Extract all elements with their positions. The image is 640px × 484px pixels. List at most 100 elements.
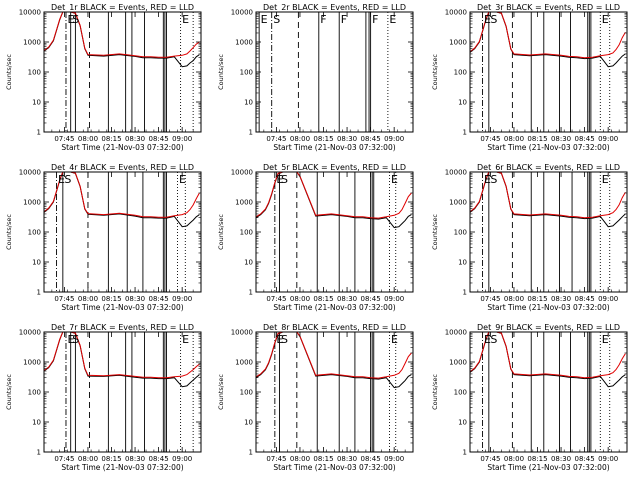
y-tick-label: 1	[463, 449, 467, 457]
panel-1: Det_1r BLACK = Events, RED = LLD Counts/s…	[5, 3, 202, 152]
x-axis-label: Start Time (21-Nov-03 07:32:00)	[487, 143, 609, 152]
x-tick-label: 09:00	[598, 455, 618, 463]
y-axis-label: Counts/sec	[5, 374, 13, 410]
panel-3: Det_3r BLACK = Events, RED = LLD Counts/s…	[431, 3, 628, 152]
y-tick-label: 100	[28, 229, 41, 237]
x-axis-label: Start Time (21-Nov-03 07:32:00)	[61, 143, 183, 152]
x-tick-label: 08:15	[527, 295, 547, 303]
panel-4: Det_4r BLACK = Events, RED = LLD Counts/s…	[5, 163, 202, 312]
series-line-lld	[470, 172, 626, 219]
x-tick-label: 09:00	[172, 455, 192, 463]
x-axis-label: Start Time (21-Nov-03 07:32:00)	[273, 463, 395, 472]
event-label: S	[273, 13, 280, 26]
plot-area	[44, 332, 200, 452]
event-label: E	[484, 333, 491, 346]
series-line-lld	[44, 172, 200, 218]
event-label: S	[490, 333, 497, 346]
panel-title: Det_7r BLACK = Events, RED = LLD	[51, 323, 194, 332]
x-tick-label: 08:00	[290, 135, 310, 143]
x-tick-label: 08:00	[504, 135, 524, 143]
event-label: E	[182, 333, 189, 346]
panel-title: Det_5r BLACK = Events, RED = LLD	[263, 163, 406, 172]
event-label: S	[490, 13, 497, 26]
x-axis-label: Start Time (21-Nov-03 07:32:00)	[61, 303, 183, 312]
x-tick-label: 07:45	[266, 455, 286, 463]
x-tick-label: 07:45	[480, 135, 500, 143]
y-tick-label: 10000	[445, 9, 467, 17]
panel-title: Det_2r BLACK = Events, RED = LLD	[263, 3, 406, 12]
x-tick-label: 08:45	[149, 135, 169, 143]
event-label: F	[372, 13, 378, 26]
plot-area	[470, 12, 626, 132]
y-tick-label: 1000	[235, 359, 253, 367]
panel-title: Det_1r BLACK = Events, RED = LLD	[51, 3, 194, 12]
panel-8: Det_8r BLACK = Events, RED = LLD Counts/s…	[217, 323, 414, 472]
panel-2: Det_2r BLACK = Events, RED = LLD Counts/s…	[217, 3, 414, 152]
y-tick-label: 10000	[19, 329, 41, 337]
y-tick-label: 100	[28, 69, 41, 77]
y-tick-label: 10000	[231, 9, 253, 17]
x-tick-label: 08:45	[149, 295, 169, 303]
y-tick-label: 1	[249, 289, 253, 297]
x-tick-label: 08:45	[575, 455, 595, 463]
event-label: E	[484, 173, 491, 186]
x-tick-label: 07:45	[54, 455, 74, 463]
x-tick-label: 08:15	[313, 295, 333, 303]
y-tick-label: 1	[37, 289, 41, 297]
y-tick-label: 1000	[235, 199, 253, 207]
x-tick-label: 08:00	[78, 135, 98, 143]
y-axis-label: Counts/sec	[217, 54, 225, 90]
y-tick-label: 10	[32, 259, 41, 267]
y-tick-label: 100	[28, 389, 41, 397]
y-tick-label: 10000	[231, 329, 253, 337]
plot-area	[44, 172, 200, 292]
x-tick-label: 08:15	[101, 295, 121, 303]
x-tick-label: 08:45	[575, 295, 595, 303]
y-tick-label: 10	[458, 99, 467, 107]
plot-area	[256, 332, 412, 452]
y-tick-label: 10	[244, 419, 253, 427]
x-axis-label: Start Time (21-Nov-03 07:32:00)	[61, 463, 183, 472]
y-tick-label: 10	[32, 419, 41, 427]
y-tick-label: 1000	[23, 39, 41, 47]
y-tick-label: 1	[463, 129, 467, 137]
x-tick-label: 08:30	[551, 135, 571, 143]
x-tick-label: 08:30	[125, 455, 145, 463]
event-label: E	[484, 13, 491, 26]
y-tick-label: 10000	[231, 169, 253, 177]
x-axis-label: Start Time (21-Nov-03 07:32:00)	[273, 143, 395, 152]
panel-title: Det_4r BLACK = Events, RED = LLD	[51, 163, 194, 172]
y-tick-label: 1000	[23, 359, 41, 367]
x-tick-label: 07:45	[266, 295, 286, 303]
y-tick-label: 1	[249, 129, 253, 137]
y-tick-label: 10000	[19, 9, 41, 17]
x-axis-label: Start Time (21-Nov-03 07:32:00)	[487, 303, 609, 312]
event-label: S	[72, 13, 79, 26]
event-label: E	[391, 173, 398, 186]
panel-title: Det_3r BLACK = Events, RED = LLD	[477, 3, 620, 12]
y-tick-label: 10	[244, 259, 253, 267]
event-label: E	[58, 173, 65, 186]
x-tick-label: 09:00	[384, 135, 404, 143]
x-tick-label: 08:00	[504, 455, 524, 463]
plot-frame	[43, 331, 202, 453]
y-tick-label: 10000	[445, 169, 467, 177]
y-axis-label: Counts/sec	[5, 214, 13, 250]
plot-area	[470, 332, 626, 452]
plot-frame	[469, 331, 628, 453]
x-tick-label: 08:00	[78, 295, 98, 303]
y-axis-label: Counts/sec	[217, 214, 225, 250]
y-tick-label: 10000	[19, 169, 41, 177]
event-label: E	[389, 13, 396, 26]
x-tick-label: 08:45	[361, 455, 381, 463]
y-tick-label: 10	[458, 259, 467, 267]
y-tick-label: 100	[240, 69, 253, 77]
x-axis-label: Start Time (21-Nov-03 07:32:00)	[487, 463, 609, 472]
x-tick-label: 09:00	[598, 135, 618, 143]
x-tick-label: 08:45	[361, 295, 381, 303]
x-tick-label: 08:30	[125, 295, 145, 303]
x-tick-label: 08:30	[337, 295, 357, 303]
series-line-lld	[256, 172, 412, 219]
x-tick-label: 08:00	[78, 455, 98, 463]
